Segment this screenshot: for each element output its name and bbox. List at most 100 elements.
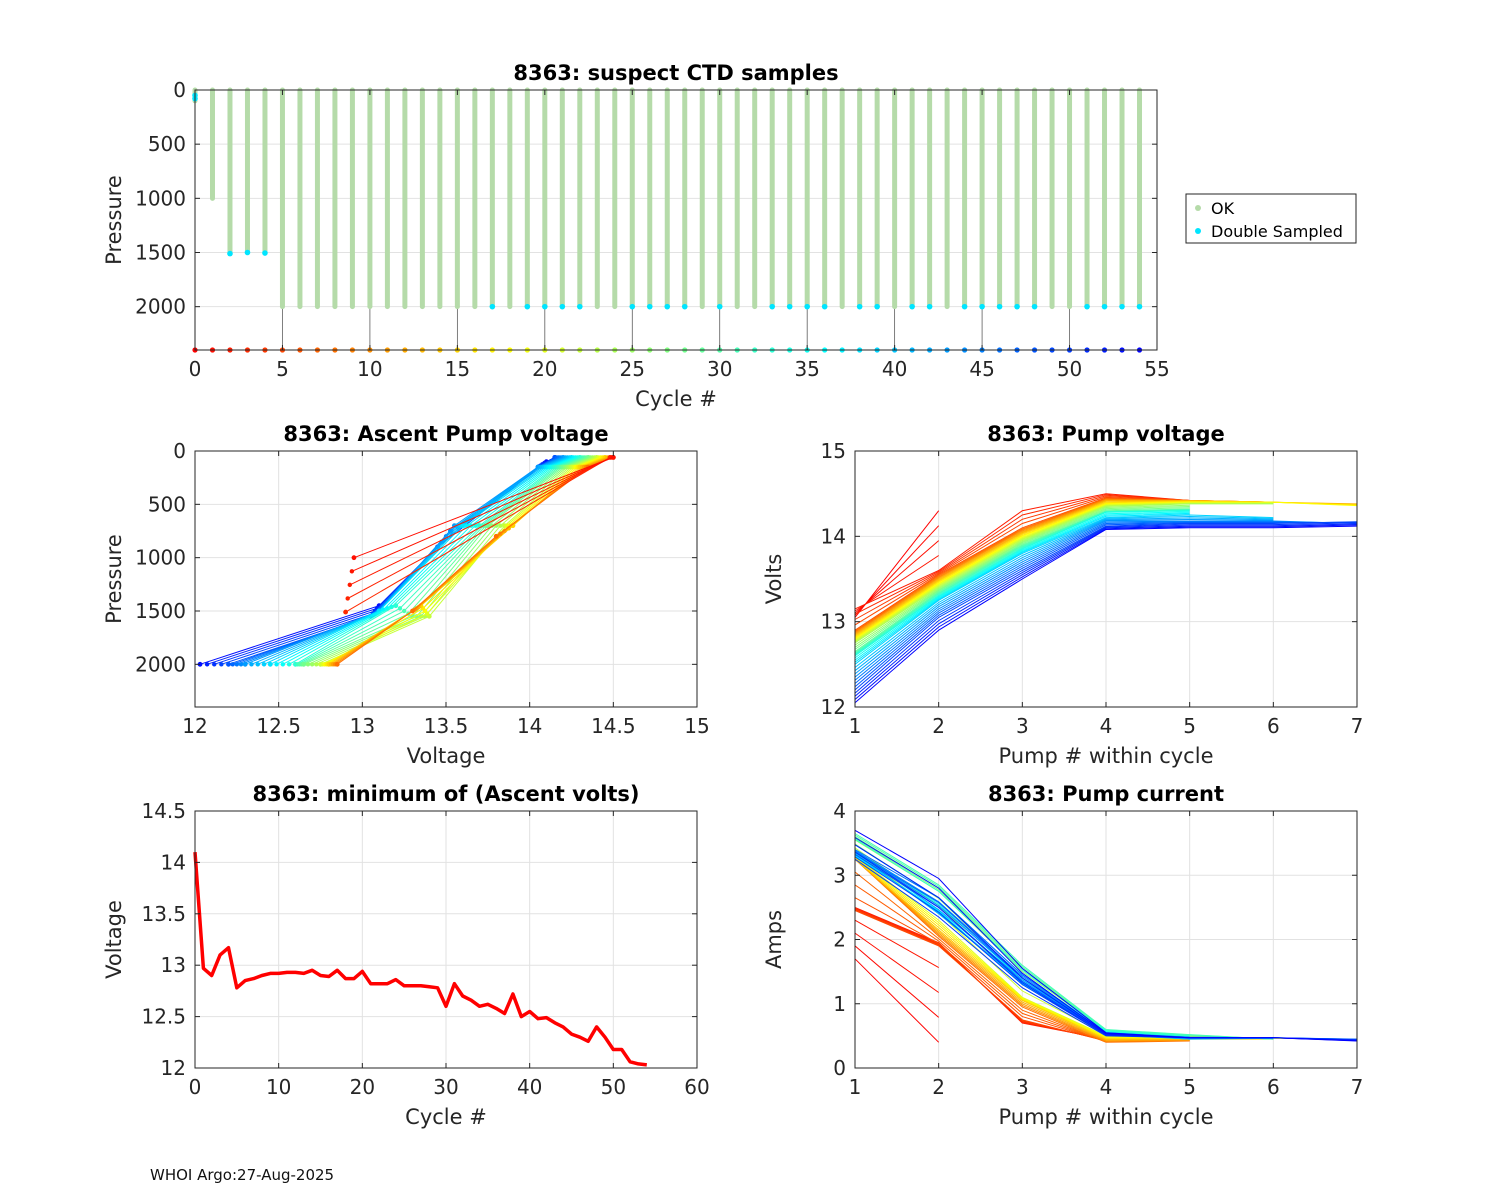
double-sampled-point <box>769 303 775 310</box>
ascent-sample-point <box>314 662 319 667</box>
pump-voltage-line <box>854 507 1190 650</box>
pump-voltage-line <box>854 521 1358 681</box>
pump-voltage-line <box>854 506 1190 648</box>
double-sampled-point <box>489 303 496 310</box>
y-tick-label: 0 <box>173 439 186 463</box>
x-tick-label: 25 <box>620 357 645 381</box>
ascent-sample-point <box>389 604 394 610</box>
double-sampled-point <box>979 303 985 310</box>
pump-voltage-line <box>854 495 1190 620</box>
pump-current-line <box>854 858 1190 1043</box>
data-layer <box>193 851 648 1067</box>
pump-voltage-line <box>854 512 1190 661</box>
x-tick-label: 40 <box>517 1075 542 1099</box>
chart-title: 8363: minimum of (Ascent volts) <box>252 782 639 806</box>
x-tick-label: 2 <box>932 1075 945 1099</box>
x-tick-label: 3 <box>1016 1075 1029 1099</box>
plot-asc: 12 12.5 13 13.5 14 14.5 15 0 500 1000 1500 2000 8363… <box>102 422 710 768</box>
pump-voltage-line <box>854 520 1358 678</box>
x-tick-label: 20 <box>532 357 557 381</box>
pump-voltage-line <box>854 510 940 618</box>
axes-box <box>194 89 1158 351</box>
x-tick-label: 1 <box>849 1075 862 1099</box>
double-sampled-point <box>1014 303 1020 310</box>
x-tick-label: 12 <box>182 714 207 738</box>
y-tick-label: 1500 <box>135 599 186 623</box>
ascent-sample-point <box>219 662 224 667</box>
ascent-profile-line <box>353 456 614 559</box>
pump-current-line <box>854 858 1190 1041</box>
pump-voltage-line <box>854 521 1358 688</box>
x-axis-label: Pump # within cycle <box>999 744 1214 768</box>
figure: 0 5 10 15 20 25 30 35 40 45 50 55050010001500200083… <box>102 61 1363 1129</box>
ascent-sample-point <box>305 662 311 667</box>
ascent-sample-point <box>393 603 399 609</box>
chart-title: 8363: suspect CTD samples <box>513 61 838 85</box>
ascent-sample-point <box>397 606 403 611</box>
ascent-sample-point <box>274 662 279 667</box>
x-tick-label: 2 <box>932 714 945 738</box>
x-tick-label: 14.5 <box>591 714 636 738</box>
double-sampled-point <box>681 303 688 310</box>
x-tick-label: 15 <box>684 714 709 738</box>
pump-current-line <box>854 858 1190 1043</box>
pump-voltage-line <box>854 522 1358 694</box>
double-sampled-point <box>786 303 793 310</box>
data-layer <box>854 493 1358 704</box>
y-tick-label: 13.5 <box>141 902 186 926</box>
legend-label-double: Double Sampled <box>1211 222 1343 241</box>
pump-current-line <box>854 958 940 1043</box>
footer-text: WHOI Argo:27-Aug-2025 <box>150 1166 335 1184</box>
x-tick-label: 4 <box>1100 1075 1113 1099</box>
y-tick-label: 1500 <box>135 241 186 265</box>
ascent-sample-point <box>351 555 357 561</box>
y-tick-label: 500 <box>148 492 186 516</box>
double-sampled-point <box>856 303 863 310</box>
y-axis-label: Pressure <box>102 175 126 265</box>
double-sampled-point <box>524 303 531 310</box>
double-sampled-point <box>909 303 915 310</box>
x-tick-label: 12.5 <box>256 714 301 738</box>
x-tick-label: 0 <box>189 1075 202 1099</box>
x-tick-label: 6 <box>1267 1075 1280 1099</box>
ascent-sample-point <box>234 662 240 667</box>
ascent-sample-point <box>343 609 348 615</box>
ascent-sample-point <box>347 582 352 588</box>
min-voltage-line <box>193 851 648 1067</box>
double-sampled-point <box>1031 303 1038 310</box>
double-sampled-point <box>646 303 653 310</box>
pump-voltage-line <box>854 515 1274 668</box>
x-tick-label: 0 <box>189 357 202 381</box>
ascent-sample-point <box>261 662 267 667</box>
y-axis-label: Pressure <box>102 534 126 624</box>
ascent-profile-line <box>347 456 612 599</box>
pump-voltage-line <box>854 521 1358 684</box>
legend-box <box>1185 193 1357 244</box>
y-tick-label: 12.5 <box>141 1005 186 1029</box>
x-tick-label: 3 <box>1016 714 1029 738</box>
chart-title: 8363: Ascent Pump voltage <box>283 422 608 446</box>
pump-current-line <box>854 833 1274 1040</box>
pump-voltage-line <box>854 513 1190 663</box>
ascent-sample-point <box>267 661 273 667</box>
ascent-sample-point <box>280 662 286 667</box>
pump-voltage-line <box>854 521 1358 691</box>
y-tick-label: 2000 <box>135 652 186 676</box>
x-axis-label: Cycle # <box>635 387 717 411</box>
double-sampled-point <box>926 303 933 310</box>
ascent-sample-point <box>197 661 203 667</box>
double-sampled-point <box>577 303 583 310</box>
x-axis-label: Cycle # <box>405 1105 487 1129</box>
y-tick-label: 2 <box>833 928 846 952</box>
pump-current-line <box>854 945 940 1018</box>
data-layer <box>197 455 616 667</box>
x-tick-label: 50 <box>601 1075 626 1099</box>
y-tick-label: 0 <box>173 78 186 102</box>
ascent-sample-point <box>460 523 466 529</box>
ascent-sample-point <box>309 662 315 667</box>
double-sampled-point <box>821 303 828 310</box>
double-sampled-point <box>716 303 723 310</box>
pump-voltage-line <box>854 518 1274 675</box>
pump-current-line <box>854 838 1190 1037</box>
